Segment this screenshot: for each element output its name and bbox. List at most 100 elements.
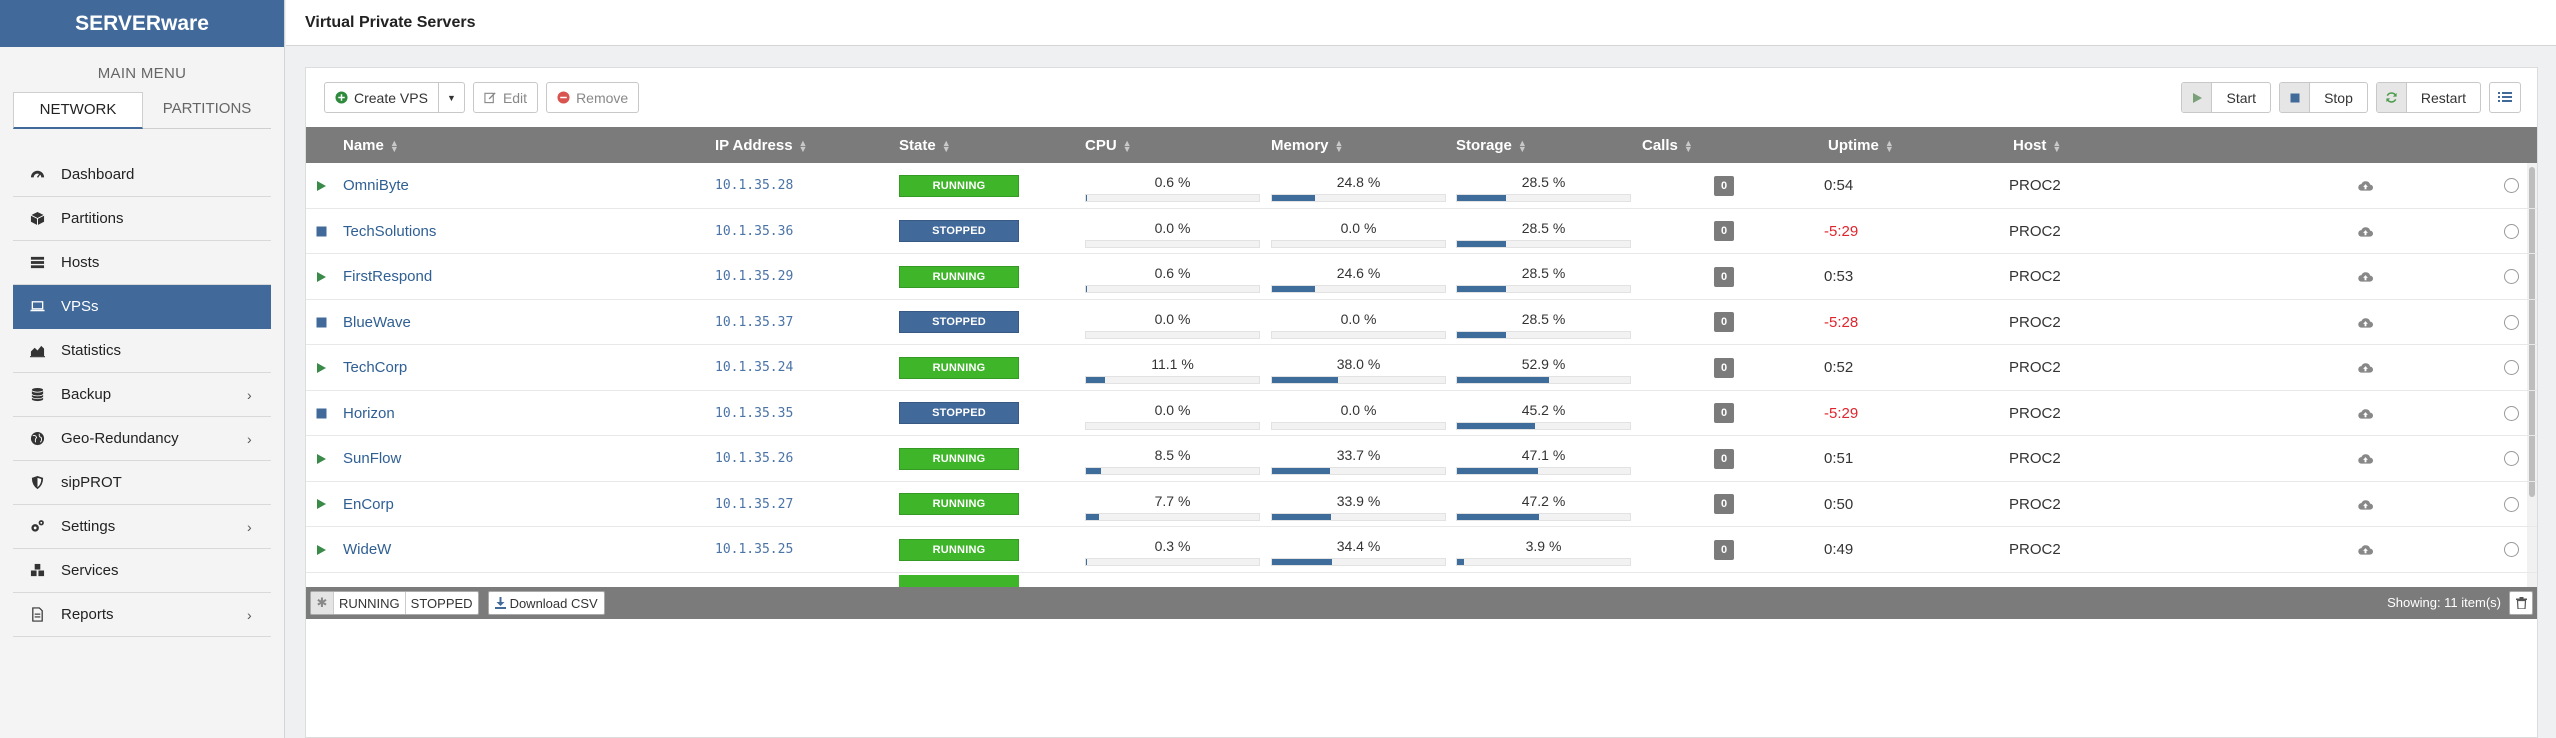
vps-name-link[interactable]: OmniByte	[343, 177, 409, 194]
sidebar-item-settings[interactable]: Settings ›	[13, 505, 271, 549]
sidebar-item-partitions[interactable]: Partitions	[13, 197, 271, 241]
sidebar-item-services[interactable]: Services	[13, 549, 271, 593]
column-header-storage[interactable]: Storage ▲ ▼	[1456, 137, 1527, 154]
table-row[interactable]: TechCorp 10.1.35.24 RUNNING 11.1 % 38.0 % 52.…	[306, 345, 2537, 391]
column-header-host[interactable]: Host ▲ ▼	[2013, 137, 2061, 154]
radio-circle[interactable]	[2504, 405, 2519, 421]
sidebar-item-sipprot[interactable]: sipPROT	[13, 461, 271, 505]
create-vps-dropdown[interactable]: ▼	[438, 82, 465, 113]
column-header-cpu[interactable]: CPU ▲ ▼	[1085, 137, 1132, 154]
row-select-radio[interactable]	[2504, 482, 2519, 527]
storage-bar-fill	[1457, 331, 1507, 338]
sort-icon: ▲ ▼	[2052, 137, 2062, 154]
vps-name-link[interactable]: TechCorp	[343, 359, 408, 376]
area-chart-icon	[27, 343, 47, 358]
sidebar-item-statistics[interactable]: Statistics	[13, 329, 271, 373]
column-list-button[interactable]	[2489, 82, 2521, 113]
radio-circle[interactable]	[2504, 496, 2519, 512]
create-vps-button[interactable]: Create VPS	[324, 82, 439, 113]
asterisk-icon[interactable]: ✱	[311, 592, 333, 614]
table-row[interactable]: FirstRespond 10.1.35.29 RUNNING 0.6 % 24.6 %…	[306, 254, 2537, 300]
radio-circle[interactable]	[2504, 269, 2519, 284]
table-row[interactable]: Horizon 10.1.35.35 STOPPED 0.0 % 0.0 % 45.2 %…	[306, 391, 2537, 436]
filter-running[interactable]: RUNNING	[333, 592, 405, 614]
download-icon	[494, 597, 506, 609]
action-toolbar: Create VPS ▼ Edit Remove	[324, 82, 640, 113]
radio-circle[interactable]	[2504, 178, 2519, 193]
vps-name-link[interactable]: Horizon	[343, 404, 395, 422]
vps-name-link[interactable]: SunFlow	[343, 450, 402, 467]
row-select-radio[interactable]	[2504, 345, 2519, 390]
row-select-radio[interactable]	[2504, 436, 2519, 481]
column-header-uptime[interactable]: Uptime ▲ ▼	[1828, 137, 1894, 154]
vps-name-link[interactable]: BlueWave	[343, 313, 411, 331]
table-row[interactable]: TechSolutions 10.1.35.36 STOPPED 0.0 % 0.0 %…	[306, 209, 2537, 254]
column-header-state[interactable]: State ▲ ▼	[899, 137, 951, 154]
cloud-upload-icon[interactable]	[2358, 209, 2373, 254]
trash-icon[interactable]	[2509, 591, 2533, 615]
radio-circle[interactable]	[2504, 542, 2519, 557]
cpu-bar-fill	[1086, 286, 1088, 292]
row-select-radio[interactable]	[2504, 391, 2519, 436]
sidebar-item-reports[interactable]: Reports ›	[13, 593, 271, 637]
cloud-upload-icon[interactable]	[2358, 482, 2373, 527]
row-select-radio[interactable]	[2504, 163, 2519, 208]
brand-logo[interactable]: SERVERware	[0, 0, 284, 47]
column-header-ip-address[interactable]: IP Address ▲ ▼	[715, 137, 807, 154]
table-row[interactable]: BlueWave 10.1.35.37 STOPPED 0.0 % 0.0 % 28.5 …	[306, 300, 2537, 345]
stop-button[interactable]: Stop	[2279, 82, 2368, 113]
restart-button[interactable]: Restart	[2375, 82, 2481, 113]
sidebar-item-dashboard[interactable]: Dashboard	[13, 153, 271, 197]
cloud-upload-icon[interactable]	[2358, 527, 2373, 572]
column-header-memory[interactable]: Memory ▲ ▼	[1271, 137, 1343, 154]
remove-button[interactable]: Remove	[546, 82, 640, 113]
create-vps-group: Create VPS ▼	[324, 82, 465, 113]
vps-name-link[interactable]: WideW	[343, 541, 392, 558]
table-scrollbar[interactable]	[2527, 163, 2537, 587]
radio-circle[interactable]	[2504, 451, 2519, 466]
table-row[interactable]: OmniByte 10.1.35.28 RUNNING 0.6 % 24.8 % 28.5…	[306, 163, 2537, 209]
cloud-upload-icon[interactable]	[2358, 345, 2373, 390]
filter-stopped[interactable]: STOPPED	[404, 592, 478, 614]
sidebar-item-geo-redundancy[interactable]: Geo-Redundancy ›	[13, 417, 271, 461]
start-button[interactable]: Start	[2181, 82, 2272, 113]
sidebar-item-backup[interactable]: Backup ›	[13, 373, 271, 417]
table-row[interactable]: EnCorp 10.1.35.27 RUNNING 7.7 % 33.9 % 47.2 %…	[306, 482, 2537, 527]
tab-network[interactable]: NETWORK	[13, 92, 143, 129]
column-header-calls[interactable]: Calls ▲ ▼	[1642, 137, 1693, 154]
table-row[interactable]: SunFlow 10.1.35.26 RUNNING 8.5 % 33.7 % 47.1 …	[306, 436, 2537, 482]
sidebar-item-label: Reports	[61, 606, 114, 623]
scrollbar-thumb[interactable]	[2529, 167, 2535, 497]
status-badge: RUNNING	[899, 447, 1019, 470]
storage-meter: 45.2 %	[1456, 391, 1631, 436]
cube-icon	[27, 211, 47, 226]
row-select-radio[interactable]	[2504, 254, 2519, 299]
radio-circle[interactable]	[2504, 223, 2519, 239]
sidebar-item-vpss[interactable]: VPSs	[13, 285, 271, 329]
vps-name-link[interactable]: TechSolutions	[343, 222, 437, 240]
column-header-name[interactable]: Name ▲ ▼	[343, 137, 399, 154]
edit-button[interactable]: Edit	[472, 82, 539, 113]
chevron-right-icon: ›	[247, 430, 252, 447]
vps-panel: Create VPS ▼ Edit Remove Start	[305, 67, 2538, 738]
sidebar-item-hosts[interactable]: Hosts	[13, 241, 271, 285]
chevron-right-icon: ›	[247, 386, 252, 403]
vps-name-link[interactable]: FirstRespond	[343, 268, 433, 285]
download-csv-button[interactable]: Download CSV	[487, 591, 605, 615]
cloud-upload-icon[interactable]	[2358, 436, 2373, 481]
row-select-radio[interactable]	[2504, 300, 2519, 345]
tab-partitions[interactable]: PARTITIONS	[162, 100, 252, 117]
cloud-upload-icon[interactable]	[2358, 300, 2373, 345]
row-select-radio[interactable]	[2504, 209, 2519, 254]
partial-status-badge	[899, 575, 1019, 587]
radio-circle[interactable]	[2504, 314, 2519, 330]
vps-name-link[interactable]: EnCorp	[343, 495, 394, 513]
cpu-meter: 0.0 %	[1085, 209, 1260, 254]
cloud-upload-icon[interactable]	[2358, 254, 2373, 299]
table-row[interactable]: WideW 10.1.35.25 RUNNING 0.3 % 34.4 % 3.9 % 0 0…	[306, 527, 2537, 573]
memory-value: 38.0 %	[1336, 356, 1381, 372]
cloud-upload-icon[interactable]	[2358, 163, 2373, 208]
radio-circle[interactable]	[2504, 360, 2519, 375]
cloud-upload-icon[interactable]	[2358, 391, 2373, 436]
row-select-radio[interactable]	[2504, 527, 2519, 572]
